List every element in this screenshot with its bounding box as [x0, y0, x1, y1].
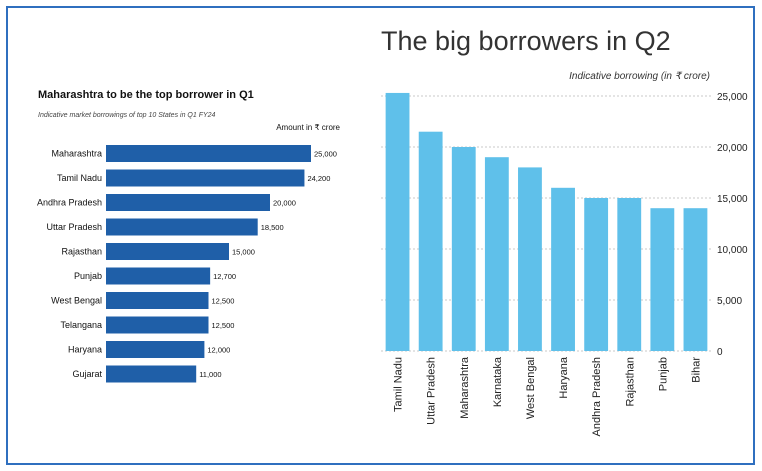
q2-bar: [584, 198, 609, 351]
q1-category-label: Maharashtra: [51, 149, 102, 159]
q1-value-label: 12,000: [207, 346, 230, 355]
q1-bar: [106, 365, 197, 383]
q2-gridlines: [381, 95, 712, 352]
q1-category-label: Uttar Pradesh: [46, 222, 102, 232]
q1-category-label: Telangana: [60, 320, 102, 330]
q1-bar: [106, 316, 209, 334]
q2-category-label: Haryana: [558, 356, 570, 398]
q1-bars: Maharashtra 25,000 Tamil Nadu 24,200 Andhra …: [37, 145, 337, 383]
q2-unit-label: Indicative borrowing (in ₹ crore): [569, 71, 710, 82]
figure-frame: [6, 6, 755, 465]
q2-category-label: Uttar Pradesh: [426, 357, 438, 425]
q1-category-label: Tamil Nadu: [57, 173, 102, 183]
q1-chart-subtitle: Indicative market borrowings of top 10 S…: [38, 112, 216, 119]
q1-value-label: 11,000: [199, 370, 221, 379]
q2-bar: [518, 167, 542, 351]
q2-y-tick-label: 0: [717, 347, 723, 358]
q1-category-label: Haryana: [68, 345, 102, 355]
q1-category-label: Rajasthan: [61, 247, 102, 257]
q2-bar: [385, 92, 410, 351]
q1-bar: [106, 341, 205, 358]
q2-y-tick-label: 5,000: [717, 296, 742, 307]
q1-bar: [106, 218, 258, 236]
q1-value-label: 12,500: [212, 321, 235, 330]
q1-bar: [106, 267, 211, 285]
q2-bar: [418, 131, 443, 351]
q2-category-label: Tamil Nadu: [393, 357, 405, 412]
q1-value-label: 24,200: [307, 174, 330, 183]
q2-chart-title: The big borrowers in Q2: [381, 26, 671, 56]
q1-bar: [106, 194, 270, 211]
q2-bars: [385, 92, 708, 351]
q2-category-label: Maharashtra: [459, 356, 471, 419]
q1-bar: [106, 145, 311, 162]
q2-bar: [617, 198, 642, 351]
q1-category-label: Punjab: [74, 271, 102, 281]
q2-y-tick-label: 25,000: [717, 92, 748, 103]
q2-category-label: Rajasthan: [624, 357, 636, 407]
q2-category-label: Bihar: [690, 357, 702, 383]
q2-y-tick-label: 20,000: [717, 143, 748, 154]
q1-category-label: Andhra Pradesh: [37, 198, 102, 208]
q1-value-label: 25,000: [314, 150, 337, 159]
q1-value-label: 12,700: [213, 272, 236, 281]
q2-category-label: Punjab: [657, 357, 669, 391]
q1-bar: [106, 292, 209, 309]
q1-value-label: 12,500: [212, 297, 235, 306]
q1-bar: [106, 169, 305, 187]
q2-category-label: Andhra Pradesh: [591, 357, 603, 437]
q1-value-label: 18,500: [261, 223, 284, 232]
q1-chart-title: Maharashtra to be the top borrower in Q1: [38, 89, 254, 101]
q1-bar: [106, 243, 229, 260]
q2-bar: [451, 147, 476, 351]
q1-value-label: 20,000: [273, 199, 296, 208]
q1-category-label: Gujarat: [72, 369, 102, 379]
q2-bar: [683, 208, 708, 351]
q1-unit-label: Amount in ₹ crore: [276, 123, 340, 132]
q2-x-axis: Tamil Nadu Uttar Pradesh Maharashtra Karnat…: [393, 356, 703, 436]
q1-value-label: 15,000: [232, 248, 255, 257]
q2-bar: [551, 187, 575, 351]
q2-y-tick-label: 10,000: [717, 245, 748, 256]
q2-y-axis: 0 5,000 10,000 15,000 20,000 25,000: [717, 92, 748, 358]
q2-bar: [484, 157, 509, 351]
q2-category-label: West Bengal: [525, 357, 537, 419]
q1-category-label: West Bengal: [51, 296, 102, 306]
q2-y-tick-label: 15,000: [717, 194, 748, 205]
q2-category-label: Karnataka: [492, 356, 504, 407]
q2-bar: [650, 208, 675, 351]
